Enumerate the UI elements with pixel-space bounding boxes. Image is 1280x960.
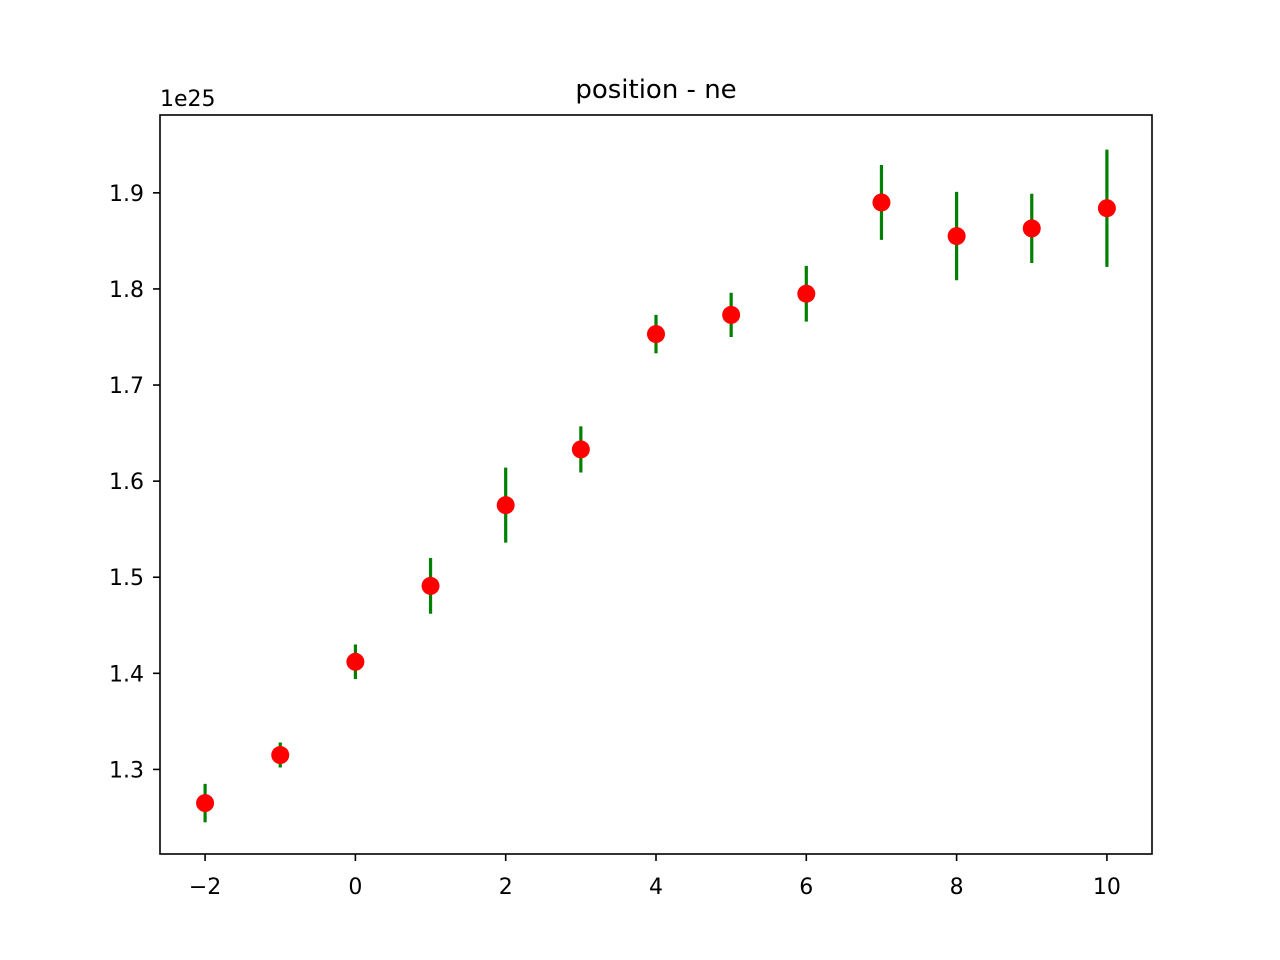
y-tick-label: 1.7 bbox=[109, 374, 144, 399]
data-point bbox=[571, 440, 590, 459]
y-axis: 1.3 1.4 1.5 1.6 1.7 1.8 1.9 bbox=[109, 182, 160, 783]
data-markers bbox=[196, 193, 1116, 813]
data-point bbox=[722, 305, 741, 324]
y-tick-label: 1.6 bbox=[109, 470, 144, 495]
data-point bbox=[947, 227, 966, 246]
data-point bbox=[346, 652, 365, 671]
data-point bbox=[271, 746, 290, 765]
y-tick-label: 1.9 bbox=[109, 182, 144, 207]
chart-title: position - ne bbox=[575, 75, 736, 105]
data-point bbox=[196, 794, 215, 813]
y-tick-label: 1.5 bbox=[109, 566, 144, 591]
data-point bbox=[421, 576, 440, 595]
data-point bbox=[496, 496, 515, 515]
x-tick-label: 10 bbox=[1093, 875, 1121, 900]
y-offset-label: 1e25 bbox=[160, 87, 216, 112]
y-tick-label: 1.3 bbox=[109, 758, 144, 783]
y-tick-label: 1.4 bbox=[109, 662, 144, 687]
data-point bbox=[872, 193, 891, 212]
error-bars bbox=[203, 149, 1109, 823]
data-point bbox=[647, 325, 665, 344]
x-tick-label: −2 bbox=[189, 875, 221, 900]
x-tick-label: 4 bbox=[649, 875, 663, 900]
y-tick-label: 1.8 bbox=[109, 278, 144, 303]
data-point bbox=[797, 284, 816, 303]
x-axis: −2 0 2 4 6 8 10 bbox=[189, 854, 1121, 900]
data-point bbox=[1022, 219, 1041, 238]
data-point bbox=[1097, 199, 1116, 218]
x-tick-label: 8 bbox=[950, 875, 964, 900]
x-tick-label: 0 bbox=[348, 875, 362, 900]
plot-frame bbox=[159, 114, 1153, 855]
x-tick-label: 2 bbox=[499, 875, 513, 900]
x-tick-label: 6 bbox=[799, 875, 813, 900]
